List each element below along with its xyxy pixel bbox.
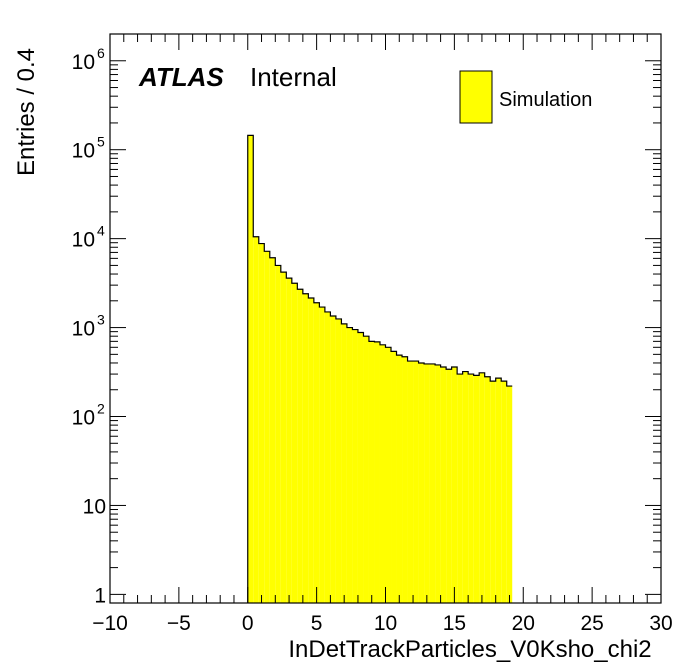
y-tick-label-group: 10 4 (72, 223, 105, 252)
y-tick-label-base: 10 (72, 318, 95, 341)
histogram-bar (506, 386, 513, 603)
histogram-bar (407, 361, 414, 603)
histogram-bar (473, 375, 480, 603)
x-tick-label: −5 (167, 612, 191, 635)
histogram-bar (330, 315, 336, 603)
x-tick-label: 10 (374, 612, 397, 635)
y-tick-label-base: 10 (72, 229, 95, 252)
histogram-bar (363, 336, 369, 603)
y-tick-label-group: 10 2 (72, 401, 105, 430)
histogram-bar (264, 251, 270, 603)
y-tick-label-group: 10 6 (72, 45, 105, 74)
histogram-bar (457, 374, 463, 603)
histogram-bar (484, 376, 491, 603)
histogram-bar (479, 372, 485, 603)
y-tick-label-exponent: 2 (97, 401, 105, 417)
histogram-bar (258, 243, 265, 604)
histogram-bar (308, 298, 314, 603)
histogram-bar (346, 327, 353, 603)
histogram-bar (424, 363, 430, 603)
histogram-bar (451, 367, 458, 603)
histogram-bar (418, 362, 425, 603)
y-tick-label-group: 10 (83, 495, 106, 518)
histogram-bar (313, 302, 320, 603)
histogram-bar (379, 344, 386, 603)
histogram-bar (319, 307, 325, 603)
y-tick-label-exponent: 4 (97, 223, 105, 239)
x-axis-title: InDetTrackParticles_V0Ksho_chi2 (288, 636, 651, 663)
histogram-bar (462, 371, 469, 603)
x-tick-label: 30 (649, 612, 672, 635)
histogram-bar (440, 367, 447, 603)
y-tick-label: 1 (94, 584, 106, 607)
legend: Simulation (459, 70, 592, 124)
histogram-bar (490, 381, 496, 603)
histogram-bar (501, 381, 507, 603)
y-tick-label-base: 10 (72, 140, 95, 163)
atlas-bold-text: ATLAS (138, 62, 224, 92)
histogram-layer (247, 134, 513, 604)
histogram-bar (269, 257, 276, 603)
histogram-bar (324, 311, 331, 603)
histogram-bar (352, 329, 358, 603)
histogram-bar (495, 378, 502, 603)
y-tick-label-base: 10 (72, 407, 95, 430)
legend-label-simulation: Simulation (499, 89, 592, 111)
y-tick-label-exponent: 5 (97, 134, 105, 150)
histogram-bar (446, 369, 452, 603)
histogram-bar (396, 355, 403, 603)
y-tick-label-exponent: 6 (97, 45, 105, 61)
histogram-outline (247, 134, 513, 603)
histogram-bar (247, 135, 254, 603)
x-tick-label: 25 (580, 612, 603, 635)
histogram-bar (435, 364, 441, 603)
histogram-bar (291, 283, 298, 603)
histogram-bar (280, 272, 287, 603)
histogram-bar (297, 289, 303, 603)
y-tick-label-group: 10 5 (72, 134, 105, 163)
histogram-bar (357, 332, 364, 603)
atlas-label: ATLAS Internal (138, 62, 337, 92)
histogram-bar (335, 318, 342, 603)
y-tick-label-group: 1 (94, 584, 106, 607)
y-tick-label-exponent: 3 (97, 312, 105, 328)
atlas-internal-text: Internal (250, 62, 337, 92)
histogram-bar (302, 293, 309, 603)
y-tick-label-group: 10 3 (72, 312, 105, 341)
y-tick-label-base: 10 (72, 51, 95, 74)
histogram-bar (385, 347, 392, 603)
histogram-bar (341, 323, 347, 603)
histogram-bar (275, 265, 281, 603)
x-tick-label: 0 (242, 612, 254, 635)
y-axis-title: Entries / 0.4 (13, 48, 40, 176)
histogram-bar (391, 351, 397, 603)
histogram-bar (286, 278, 292, 603)
histogram-bar (368, 341, 375, 603)
histogram-bar (468, 374, 474, 603)
legend-swatch (459, 70, 493, 124)
histogram-bar (253, 236, 259, 603)
histogram-bar (413, 361, 419, 603)
x-tick-label: 5 (311, 612, 323, 635)
x-tick-label: 15 (443, 612, 466, 635)
histogram-bar (402, 356, 408, 603)
histogram-bar (429, 363, 436, 603)
y-tick-label: 10 (83, 495, 106, 518)
x-tick-label: 20 (512, 612, 535, 635)
x-tick-label: −10 (92, 612, 128, 635)
histogram-bar (374, 341, 380, 603)
